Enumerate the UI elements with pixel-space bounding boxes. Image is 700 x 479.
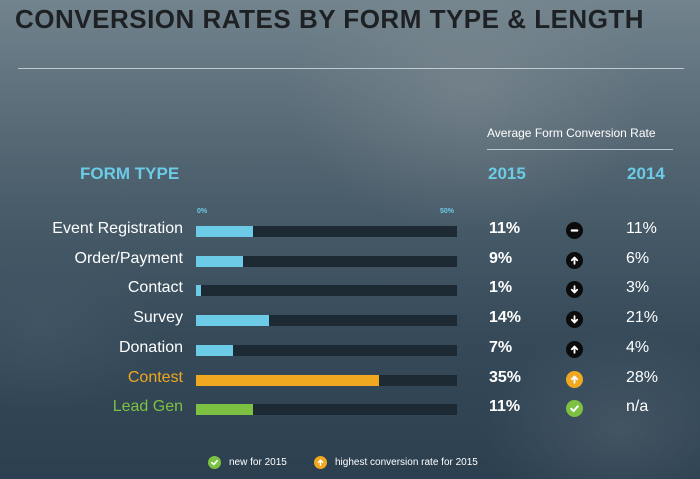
value-2015: 14%: [489, 309, 522, 327]
header-form-type: FORM TYPE: [80, 164, 180, 183]
bar: [196, 255, 243, 267]
bar-track: [196, 404, 457, 416]
average-rate-caption: Average Form Conversion Rate: [487, 126, 656, 140]
check-icon: [566, 400, 583, 418]
value-2014: 21%: [626, 309, 659, 327]
arrow-down-icon: [566, 311, 583, 329]
form-type-label: Contest: [127, 368, 183, 386]
bar: [196, 226, 254, 237]
caption-divider: [487, 149, 673, 150]
arrow-up-icon: [566, 251, 583, 269]
form-type-label: Survey: [133, 309, 183, 327]
value-2015: 9%: [489, 249, 513, 267]
bar-track: [196, 285, 457, 297]
legend-highest: highest conversion rate for 2015: [314, 456, 478, 469]
header-2014: 2014: [627, 164, 665, 183]
check-icon: [208, 456, 221, 469]
minus-icon: [566, 222, 583, 239]
value-2014: 28%: [626, 368, 659, 386]
arrow-up-icon: [566, 340, 583, 358]
legend-highest-label: highest conversion rate for 2015: [335, 457, 478, 468]
value-2014: 11%: [626, 220, 657, 237]
axis-min-label: 0%: [197, 208, 208, 215]
value-2014: 3%: [626, 279, 650, 297]
form-type-label: Order/Payment: [74, 249, 183, 267]
arrow-up-icon: [314, 456, 327, 469]
chart-row: Contact 1% 3%: [0, 277, 700, 301]
bar: [196, 404, 254, 416]
chart-row: Survey 14% 21%: [0, 307, 700, 331]
value-2015: 11%: [489, 398, 521, 416]
header-2015: 2015: [488, 164, 526, 183]
value-2015: 7%: [489, 338, 513, 356]
chart-row: Order/Payment 9% 6%: [0, 248, 700, 272]
bar: [196, 285, 202, 297]
bar: [196, 344, 233, 356]
form-type-label: Event Registration: [52, 220, 183, 237]
bar: [196, 374, 379, 386]
bar: [196, 315, 270, 327]
page-title: CONVERSION RATES BY FORM TYPE & LENGTH: [15, 4, 645, 34]
value-2014: n/a: [626, 398, 649, 416]
value-2014: 6%: [626, 249, 650, 267]
chart-row: Event Registration 11% 11%: [0, 218, 700, 242]
bar-track: [196, 315, 457, 327]
chart-row: Donation 7% 4%: [0, 337, 700, 361]
bar-track: [196, 374, 457, 386]
form-type-label: Lead Gen: [112, 398, 183, 416]
bar-track: [196, 344, 457, 356]
form-type-label: Donation: [118, 338, 183, 356]
axis-max-label: 50%: [440, 208, 455, 215]
bar-track: [196, 226, 457, 237]
arrow-down-icon: [566, 281, 583, 299]
highest-arrow-up-icon: [566, 370, 583, 388]
bar-track: [196, 255, 457, 267]
chart-row: Lead Gen 11% n/a: [0, 396, 700, 420]
value-2014: 4%: [626, 338, 650, 356]
form-type-label: Contact: [127, 279, 183, 297]
legend-new: new for 2015: [208, 456, 287, 469]
value-2015: 11%: [489, 220, 521, 237]
chart-row: Contest 35% 28%: [0, 367, 700, 391]
value-2015: 1%: [489, 279, 513, 297]
legend-new-label: new for 2015: [229, 457, 287, 468]
value-2015: 35%: [489, 368, 522, 386]
title-divider: [18, 68, 684, 69]
